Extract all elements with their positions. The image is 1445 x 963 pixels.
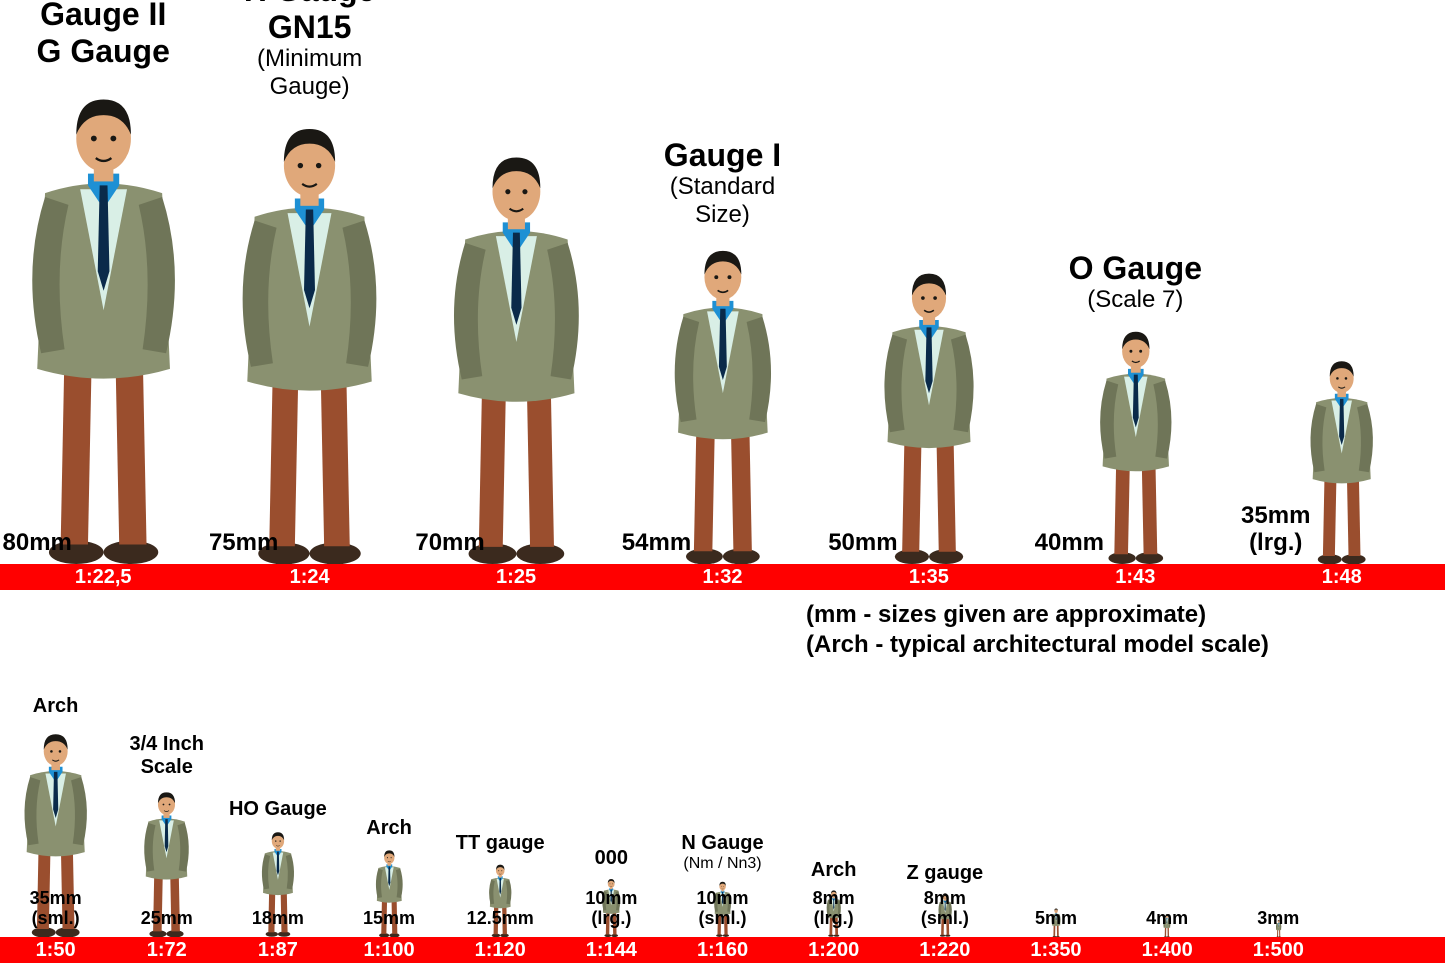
gauge-title: 3/4 Inch Scale (129, 733, 203, 779)
figure-size-label: 3mm (1257, 909, 1299, 929)
scale-baseline: 1:22,51:241:251:321:351:431:48 (0, 564, 1445, 590)
figure-size-label: 4mm (1146, 909, 1188, 929)
figure-size-label: 25mm (141, 909, 193, 929)
gauge-title: Arch (366, 817, 412, 840)
figure-cell: H Gauge GN15(Minimum Gauge) 75mm (206, 0, 412, 564)
scale-ratio-label: 1:120 (445, 937, 556, 963)
figure-cell: 3/4 Inch Scale 25mm (111, 733, 222, 938)
figure-cell: 70mm (413, 137, 619, 564)
figure-size-label: 70mm (415, 530, 484, 556)
man-figure-icon (1299, 351, 1384, 565)
gauge-title: Arch (811, 859, 857, 882)
figure-cell: 3mm (1223, 919, 1334, 937)
man-figure (1299, 351, 1384, 565)
footnote: (mm - sizes given are approximate) (Arch… (806, 600, 1269, 660)
gauge-title: H Gauge GN15 (244, 0, 376, 45)
gauge-subtitle: (Minimum Gauge) (257, 45, 362, 100)
figure-cell: Gauge II G Gauge 80mm (0, 0, 206, 564)
scale-ratio-label: 1:48 (1239, 564, 1445, 590)
figure-cell: Arch 15mm (333, 817, 444, 938)
figures-strip: Gauge II G Gauge 80mmH Gauge GN15(Minimu… (0, 0, 1445, 564)
figure-size-label: 10mm (lrg.) (585, 889, 637, 929)
figure-size-label: 54mm (622, 530, 691, 556)
row-top: Gauge II G Gauge 80mmH Gauge GN15(Minimu… (0, 0, 1445, 590)
scale-ratio-label: 1:72 (111, 937, 222, 963)
man-figure-icon (868, 259, 990, 564)
figure-cell: Z gauge 8mm (sml.) (889, 862, 1000, 937)
scale-ratio-label: 1:43 (1032, 564, 1238, 590)
man-figure (657, 235, 789, 564)
figure-cell: 4mm (1112, 913, 1223, 937)
gauge-title: N Gauge (681, 832, 763, 855)
figure-cell: Arch 35mm (sml.) (0, 695, 111, 938)
gauge-title: Arch (33, 695, 79, 718)
figure-cell: TT gauge 12.5mm (445, 832, 556, 937)
scale-ratio-label: 1:100 (333, 937, 444, 963)
scale-baseline: 1:501:721:871:1001:1201:1441:1601:2001:2… (0, 937, 1445, 963)
scale-ratio-label: 1:350 (1000, 937, 1111, 963)
scale-ratio-label: 1:400 (1112, 937, 1223, 963)
scale-comparison-chart: Gauge II G Gauge 80mmH Gauge GN15(Minimu… (0, 0, 1445, 963)
figure-cell: 5mm (1000, 907, 1111, 938)
figure-size-label: 10mm (sml.) (697, 889, 749, 929)
scale-ratio-label: 1:22,5 (0, 564, 206, 590)
gauge-title: Gauge I (664, 137, 781, 174)
figure-cell: HO Gauge 18mm (222, 798, 333, 937)
figure-size-label: 8mm (sml.) (921, 889, 969, 929)
figure-size-label: 35mm (sml.) (30, 889, 82, 929)
figure-cell: 000 10mm (lrg.) (556, 847, 667, 937)
scale-ratio-label: 1:500 (1223, 937, 1334, 963)
scale-ratio-label: 1:24 (206, 564, 412, 590)
figure-size-label: 75mm (209, 530, 278, 556)
figure-size-label: 80mm (3, 530, 72, 556)
gauge-title: Z gauge (906, 862, 983, 885)
gauge-subtitle: (Scale 7) (1087, 286, 1183, 314)
man-figure (868, 259, 990, 564)
man-figure-icon (1087, 320, 1185, 564)
figure-size-label: 35mm (lrg.) (1241, 503, 1310, 556)
man-figure (431, 137, 602, 564)
figure-cell: Gauge I(Standard Size) 54mm (619, 137, 825, 564)
man-figure-icon (431, 137, 602, 564)
man-figure-icon (657, 235, 789, 564)
gauge-title: Gauge II G Gauge (37, 0, 170, 70)
figure-size-label: 15mm (363, 909, 415, 929)
figure-cell: O Gauge(Scale 7) 40mm (1032, 250, 1238, 564)
gauge-title: 000 (595, 847, 628, 870)
scale-ratio-label: 1:50 (0, 937, 111, 963)
scale-ratio-label: 1:160 (667, 937, 778, 963)
gauge-title: HO Gauge (229, 798, 327, 821)
figure-size-label: 50mm (828, 530, 897, 556)
figure-size-label: 8mm (lrg.) (813, 889, 855, 929)
gauge-title: TT gauge (456, 832, 545, 855)
scale-ratio-label: 1:220 (889, 937, 1000, 963)
figure-cell: N Gauge(Nm / Nn3) 10mm (sml.) (667, 832, 778, 937)
gauge-subtitle: (Standard Size) (670, 173, 775, 228)
figure-cell: Arch 8mm (lrg.) (778, 859, 889, 937)
scale-ratio-label: 1:35 (826, 564, 1032, 590)
man-figure (218, 107, 401, 565)
scale-ratio-label (1334, 937, 1445, 963)
figure-size-label: 40mm (1035, 530, 1104, 556)
scale-ratio-label: 1:25 (413, 564, 619, 590)
man-figure (6, 76, 201, 564)
gauge-title: O Gauge (1069, 250, 1202, 287)
figure-size-label: 12.5mm (467, 909, 534, 929)
figure-size-label: 18mm (252, 909, 304, 929)
figure-cell: 50mm (826, 259, 1032, 564)
gauge-subtitle: (Nm / Nn3) (683, 855, 761, 873)
man-figure-icon (6, 76, 201, 564)
figure-size-label: 5mm (1035, 909, 1077, 929)
scale-ratio-label: 1:32 (619, 564, 825, 590)
figure-cell: 35mm (lrg.) (1239, 351, 1445, 565)
scale-ratio-label: 1:200 (778, 937, 889, 963)
man-figure (1087, 320, 1185, 564)
man-figure-icon (218, 107, 401, 565)
scale-ratio-label: 1:144 (556, 937, 667, 963)
scale-ratio-label: 1:87 (222, 937, 333, 963)
